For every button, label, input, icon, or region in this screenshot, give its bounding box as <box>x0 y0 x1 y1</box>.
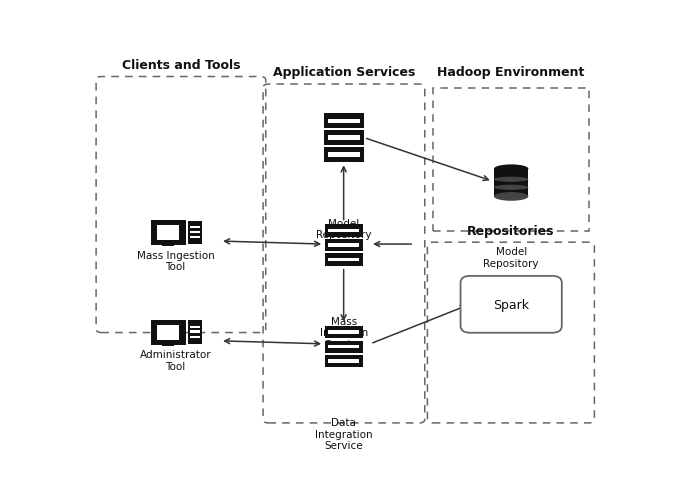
Text: Model
Repository: Model Repository <box>484 246 539 268</box>
Text: Application Services: Application Services <box>273 66 415 79</box>
Bar <box>324 114 363 129</box>
Text: Model
Repository
Service: Model Repository Service <box>316 218 371 251</box>
Text: Clients and Tools: Clients and Tools <box>122 59 240 72</box>
FancyBboxPatch shape <box>150 320 185 345</box>
Bar <box>190 226 200 229</box>
Bar <box>190 231 200 233</box>
FancyBboxPatch shape <box>150 221 185 245</box>
Text: Administrator
Tool: Administrator Tool <box>140 350 211 371</box>
FancyArrowPatch shape <box>367 139 488 181</box>
Bar <box>328 331 359 334</box>
Bar <box>157 225 179 241</box>
Bar <box>162 342 174 346</box>
Bar <box>328 153 360 157</box>
Bar <box>190 331 200 333</box>
Text: Hadoop Environment: Hadoop Environment <box>437 66 585 79</box>
FancyBboxPatch shape <box>460 276 562 333</box>
FancyArrowPatch shape <box>373 306 466 343</box>
Bar <box>188 221 202 244</box>
Bar <box>190 237 200 239</box>
Bar <box>325 254 363 266</box>
FancyArrowPatch shape <box>224 239 319 247</box>
Bar <box>325 355 363 367</box>
Bar <box>324 131 363 146</box>
Bar <box>325 240 363 252</box>
Ellipse shape <box>494 185 529 190</box>
Bar <box>325 225 363 237</box>
Bar <box>328 136 360 141</box>
FancyArrowPatch shape <box>375 242 411 247</box>
Text: Repositories: Repositories <box>467 224 555 237</box>
Ellipse shape <box>494 193 529 202</box>
Text: Data
Integration
Service: Data Integration Service <box>315 417 373 450</box>
Bar <box>328 345 359 349</box>
Bar <box>188 321 202 344</box>
Text: Spark: Spark <box>493 298 529 311</box>
Bar <box>328 360 359 363</box>
Bar <box>328 119 360 123</box>
Bar <box>324 148 363 163</box>
Bar <box>325 341 363 353</box>
FancyArrowPatch shape <box>341 167 346 221</box>
Bar <box>328 229 359 233</box>
Bar <box>162 243 174 246</box>
Text: Mass Ingestion
Tool: Mass Ingestion Tool <box>137 250 215 272</box>
Bar <box>190 336 200 338</box>
Text: Mass
Ingestion
Service: Mass Ingestion Service <box>319 316 368 349</box>
Ellipse shape <box>494 177 529 183</box>
Bar <box>328 244 359 247</box>
Bar <box>328 258 359 262</box>
FancyArrowPatch shape <box>224 339 319 346</box>
Bar <box>494 169 529 197</box>
Bar <box>325 326 363 339</box>
Bar <box>190 326 200 328</box>
Bar <box>157 325 179 341</box>
FancyArrowPatch shape <box>341 270 346 320</box>
Ellipse shape <box>494 165 529 174</box>
